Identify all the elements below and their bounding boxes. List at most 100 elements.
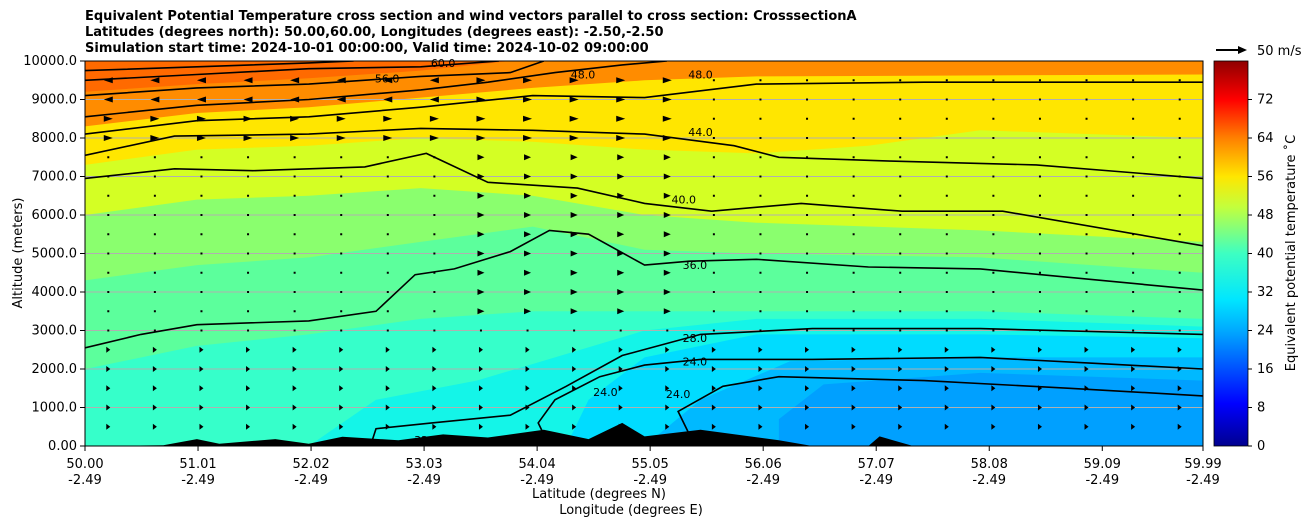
contour-label-2: 24.0	[593, 386, 618, 399]
wind-arrow-17-9	[523, 96, 533, 103]
wind-arrow-1-11	[618, 404, 623, 411]
wind-arrow-16-20	[1038, 117, 1041, 120]
wind-arrow-7-13	[712, 291, 715, 293]
wind-arrow-8-23	[1178, 271, 1181, 274]
wind-arrow-16-21	[1085, 117, 1088, 120]
wind-arrow-9-15	[806, 252, 809, 255]
wind-arrow-7-8	[477, 289, 485, 295]
wind-arrow-1-3	[246, 404, 251, 411]
wind-arrow-4-22	[1131, 346, 1136, 353]
x-tick-label-lon-7: -2.49	[859, 473, 893, 488]
wind-arrow-18-8	[476, 77, 486, 84]
wind-arrow-16-3	[243, 115, 253, 122]
wind-arrow-5-8	[479, 329, 482, 332]
y-tick-label-9: 9000.0	[32, 93, 78, 108]
chart-title-line-3: Simulation start time: 2024-10-01 00:00:…	[85, 41, 649, 56]
wind-arrow-17-15	[806, 98, 809, 101]
wind-arrow-12-9	[524, 192, 532, 199]
wind-arrow-4-19	[991, 346, 996, 353]
wind-arrow-13-10	[570, 173, 578, 180]
wind-arrow-5-18	[945, 329, 948, 332]
wind-arrow-12-10	[570, 192, 578, 199]
wind-arrow-16-7	[429, 115, 439, 122]
wind-arrow-16-13	[712, 117, 715, 120]
x-tick-label-lon-5: -2.49	[633, 473, 667, 488]
wind-arrow-5-7	[433, 329, 436, 332]
wind-arrow-15-13	[712, 137, 715, 139]
wind-arrow-4-13	[711, 346, 716, 353]
wind-arrow-3-21	[1084, 366, 1089, 372]
wind-arrow-6-2	[200, 310, 203, 313]
wind-arrow-15-6	[383, 135, 393, 141]
wind-arrow-18-4	[290, 77, 300, 84]
wind-arrow-11-6	[386, 214, 389, 216]
wind-arrow-3-18	[944, 366, 949, 372]
wind-arrow-2-7	[432, 385, 437, 392]
wind-arrow-14-9	[524, 154, 532, 161]
contour-label-5: 36.0	[683, 259, 708, 272]
wind-arrow-18-7	[429, 77, 439, 84]
wind-arrow-5-14	[759, 329, 762, 332]
contour-line-48-7	[85, 61, 667, 118]
axes: 0.00 1000.0 2000.0 3000.0 4000.0 5000.0 6000.0…	[23, 54, 1221, 488]
wind-arrow-6-3	[247, 310, 250, 313]
wind-arrow-16-16	[852, 117, 855, 120]
wind-arrow-13-11	[617, 173, 625, 180]
colorbar-tick-label-5: 40	[1257, 247, 1274, 262]
wind-arrow-6-4	[293, 310, 296, 313]
wind-arrow-0-17	[898, 423, 903, 430]
wind-arrow-0-3	[246, 423, 251, 430]
wind-arrow-12-15	[806, 194, 809, 197]
wind-arrow-7-17	[899, 291, 902, 293]
x-tick-label-lon-6: -2.49	[746, 473, 780, 488]
wind-arrow-0-7	[432, 423, 437, 430]
wind-arrow-17-21	[1085, 98, 1088, 101]
x-tick-label-lat-2: 52.02	[292, 457, 329, 472]
wind-arrow-1-10	[572, 404, 577, 411]
contour-line-28-2	[369, 327, 1203, 446]
wind-arrow-2-9	[525, 385, 530, 392]
wind-arrow-16-15	[806, 117, 809, 120]
wind-arrow-7-9	[524, 289, 532, 295]
wind-arrow-13-9	[524, 173, 532, 180]
contour-line-56-8	[85, 61, 545, 97]
y-tick-label-8: 8000.0	[32, 131, 78, 146]
wind-arrow-4-1	[152, 346, 157, 353]
wind-arrow-13-20	[1038, 175, 1041, 178]
wind-arrow-7-20	[1038, 291, 1041, 293]
wind-arrow-0-0	[106, 423, 111, 430]
wind-arrow-10-1	[153, 233, 156, 236]
quiver-key-arrowhead	[1238, 46, 1247, 54]
wind-arrow-18-1	[150, 77, 160, 84]
wind-arrow-10-15	[806, 233, 809, 236]
wind-arrow-4-4	[292, 346, 297, 353]
wind-arrow-9-22	[1132, 252, 1135, 255]
wind-arrow-18-13	[712, 79, 715, 82]
wind-arrow-15-8	[476, 135, 486, 141]
wind-arrow-10-18	[945, 233, 948, 236]
wind-arrow-3-12	[665, 366, 670, 372]
wind-arrow-11-15	[806, 214, 809, 216]
wind-arrow-13-22	[1132, 175, 1135, 178]
wind-arrow-11-12	[663, 212, 671, 218]
colorbar-tick-label-3: 24	[1257, 324, 1274, 339]
wind-arrow-6-1	[153, 310, 156, 313]
wind-arrow-0-9	[525, 423, 530, 430]
wind-arrow-8-15	[806, 271, 809, 274]
wind-arrow-10-22	[1132, 233, 1135, 236]
wind-arrow-15-22	[1132, 137, 1135, 139]
wind-arrow-11-4	[293, 214, 296, 216]
wind-arrow-15-0	[103, 135, 113, 141]
wind-arrow-9-13	[712, 252, 715, 255]
wind-arrow-12-13	[712, 194, 715, 197]
wind-arrow-5-11	[619, 329, 622, 332]
wind-arrow-11-14	[759, 214, 762, 216]
wind-arrow-7-23	[1178, 291, 1181, 293]
wind-arrow-17-6	[383, 96, 393, 103]
wind-arrow-11-3	[247, 214, 250, 216]
wind-arrow-1-20	[1037, 404, 1042, 411]
contour-label-7: 44.0	[688, 126, 713, 139]
wind-arrow-15-1	[150, 135, 160, 141]
colorbar-tick-label-6: 48	[1257, 208, 1274, 223]
y-tick-label-6: 6000.0	[32, 208, 78, 223]
